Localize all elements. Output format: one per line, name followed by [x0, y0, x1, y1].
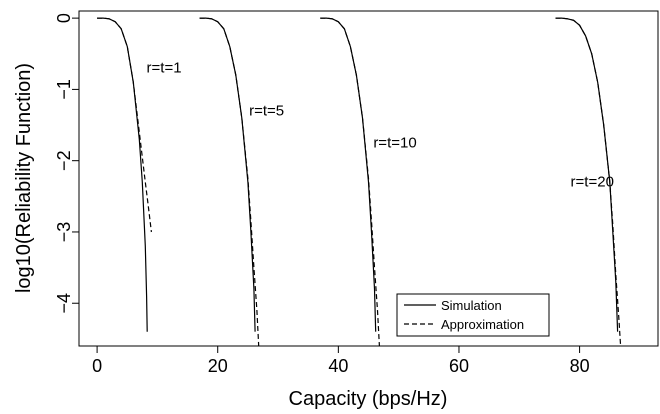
y-tick-label: −4 [54, 293, 74, 314]
x-tick-label: 20 [208, 356, 228, 376]
legend-label-approximation: Approximation [441, 317, 524, 332]
y-tick-label: −1 [54, 79, 74, 100]
approximation-curve [199, 17, 260, 347]
plot-frame [78, 10, 659, 347]
y-tick-label: −3 [54, 222, 74, 243]
y-tick-label: 0 [54, 13, 74, 23]
series-layer [97, 17, 622, 347]
y-axis-label: log10(Reliability Function) [13, 63, 35, 293]
x-tick-label: 0 [92, 356, 102, 376]
curve-annotation: r=t=5 [249, 102, 284, 119]
approximation-curve [320, 17, 380, 347]
y-tick-label: −2 [54, 150, 74, 171]
approximation-curve [97, 17, 152, 233]
legend: Simulation Approximation [396, 293, 550, 337]
curve-annotation: r=t=20 [571, 174, 614, 191]
annotation-layer: r=t=1 r=t=5 r=t=10 r=t=20 [147, 60, 614, 191]
x-tick-label: 40 [328, 356, 348, 376]
simulation-curve [97, 17, 148, 332]
simulation-curve [320, 17, 377, 332]
x-axis-label: Capacity (bps/Hz) [289, 388, 448, 410]
x-axis: 0 20 40 60 80 [92, 346, 590, 376]
curve-annotation: r=t=1 [147, 60, 182, 77]
x-tick-label: 80 [570, 356, 590, 376]
curve-annotation: r=t=10 [373, 134, 416, 151]
x-tick-label: 60 [449, 356, 469, 376]
legend-label-simulation: Simulation [441, 298, 502, 313]
simulation-curve [199, 17, 256, 332]
legend-box [396, 293, 550, 337]
y-axis: 0 −1 −2 −3 −4 [54, 13, 79, 313]
